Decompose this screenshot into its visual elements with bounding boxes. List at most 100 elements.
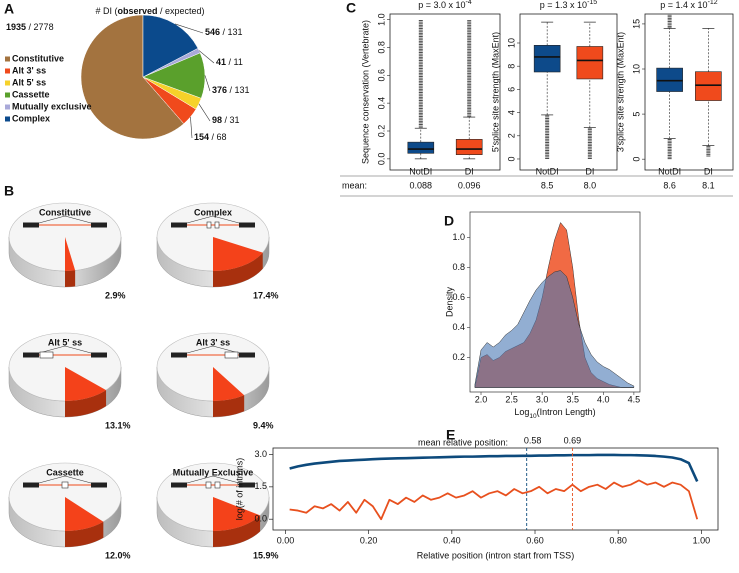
x-axis-label: Relative position (intron start from TSS… — [417, 550, 574, 560]
wedge — [213, 367, 245, 401]
value-label: 13.1% — [105, 420, 131, 430]
plot-frame — [644, 13, 734, 171]
observed: 546 — [205, 27, 220, 37]
wedge — [65, 237, 76, 271]
separator: / — [26, 22, 34, 32]
x-tick-label: 0.20 — [360, 535, 378, 545]
exon — [91, 482, 107, 488]
y-tick-label: 10 — [631, 64, 641, 74]
slice-label: 154 / 68 — [194, 132, 227, 142]
junction — [38, 215, 92, 224]
leader-line — [204, 75, 211, 92]
exon — [23, 352, 39, 358]
junction — [38, 475, 92, 484]
y-tick-label: 0.2 — [376, 125, 386, 138]
exon — [171, 352, 187, 358]
x-tick-label: DI — [465, 166, 474, 176]
y-tick-label: 0.8 — [452, 262, 465, 272]
mean-value: 0.096 — [458, 180, 481, 190]
legend-swatch — [5, 116, 10, 122]
junction — [186, 475, 240, 484]
panel-label: B — [4, 183, 14, 199]
xlabel-part: (Intron Length) — [537, 407, 596, 417]
legend-label: Alt 5' ss — [12, 77, 46, 87]
wedge-side — [213, 395, 245, 417]
y-tick-label: 0.0 — [376, 153, 386, 166]
alt-exon — [206, 221, 212, 229]
legend-swatch — [5, 56, 10, 62]
alt-exon — [224, 351, 239, 359]
x-tick-label: 0.00 — [277, 535, 295, 545]
y-tick-label: 0.6 — [452, 292, 465, 302]
slice-label: 546 / 131 — [205, 27, 243, 37]
y-tick-label: 0.8 — [376, 41, 386, 54]
y-axis-label: log(# of introns) — [234, 458, 244, 521]
title-part: # DI ( — [95, 6, 117, 16]
legend-label: Alt 3' ss — [12, 65, 46, 75]
category-label: Constitutive — [39, 207, 91, 217]
y-tick-label: 8 — [506, 64, 516, 69]
y-tick-label: 4 — [506, 110, 516, 115]
density-area — [474, 270, 635, 388]
plot-frame — [519, 13, 618, 171]
series-line — [289, 453, 699, 482]
legend-swatch — [5, 68, 10, 74]
y-tick-label: 6 — [506, 87, 516, 92]
box — [695, 71, 722, 101]
separator: / — [226, 57, 234, 67]
x-tick-label: DI — [585, 166, 594, 176]
y-tick-label: 15 — [631, 19, 641, 29]
x-tick-label: 0.80 — [609, 535, 627, 545]
series-line — [289, 479, 699, 521]
annotation: mean relative position: — [418, 437, 508, 447]
alt-exon — [214, 481, 221, 489]
legend-swatch — [5, 92, 10, 98]
alt-exon — [61, 481, 69, 489]
pie-slice — [80, 14, 185, 140]
junction — [186, 345, 240, 354]
value-label: 2.9% — [105, 290, 126, 300]
slice-label: 1935 / 2778 — [6, 22, 54, 32]
y-tick-label: 0.6 — [376, 69, 386, 82]
value-label: 12.0% — [105, 550, 131, 560]
y-axis-label: 5'splice site strength (MaxEnt) — [490, 32, 500, 152]
wedge-side — [65, 390, 107, 417]
box — [407, 141, 435, 154]
separator: / — [227, 85, 235, 95]
exon — [171, 222, 187, 228]
junction — [38, 345, 92, 354]
y-tick-label: 10 — [506, 38, 516, 48]
exon — [91, 352, 107, 358]
legend-label: Complex — [12, 113, 50, 123]
exon — [239, 352, 255, 358]
xlabel-part: Log — [514, 407, 529, 417]
observed: 41 — [216, 57, 226, 67]
y-tick-label: 0.2 — [452, 352, 465, 362]
mean-label: 0.58 — [524, 435, 542, 445]
exon — [23, 482, 39, 488]
x-tick-label: 4.0 — [597, 394, 610, 404]
category-label: Alt 3' ss — [196, 337, 230, 347]
xlabel-sub: 10 — [529, 413, 537, 420]
alt-exon — [214, 221, 220, 229]
mean-value: 0.088 — [410, 180, 433, 190]
x-tick-label: 4.5 — [628, 394, 641, 404]
y-tick-label: 1.0 — [452, 232, 465, 242]
leader-line — [190, 116, 193, 139]
panel-label: E — [446, 427, 455, 443]
exon — [239, 222, 255, 228]
y-tick-label: 0.4 — [376, 97, 386, 110]
observed: 154 — [194, 132, 209, 142]
chart-title: # DI (observed / expected) — [95, 6, 204, 16]
y-tick-label: 5 — [631, 112, 641, 117]
pie-slice — [142, 14, 199, 78]
wedge — [213, 497, 261, 531]
plot-frame — [469, 211, 641, 393]
p-value: p = 1.4 x 10-12 — [660, 0, 718, 10]
mean-value: 8.1 — [702, 180, 715, 190]
alt-exon — [205, 481, 212, 489]
x-tick-label: 1.00 — [693, 535, 711, 545]
observed: 1935 — [6, 22, 26, 32]
